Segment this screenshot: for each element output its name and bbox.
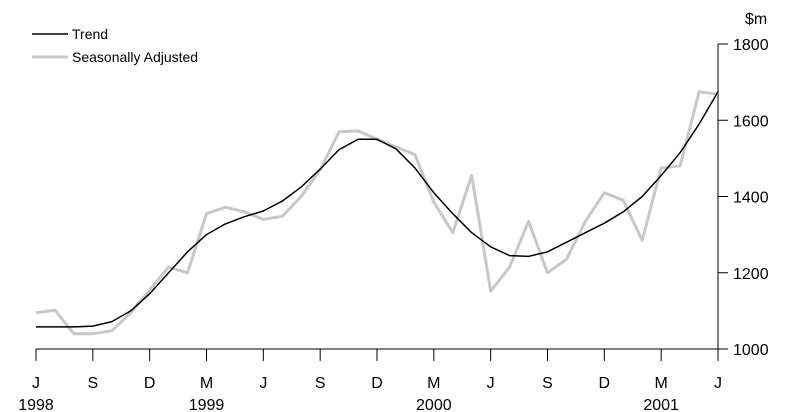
x-tick-label: M (427, 375, 440, 392)
legend-label-seasonally-adjusted: Seasonally Adjusted (72, 49, 198, 65)
x-tick-label: J (32, 375, 40, 392)
legend: Trend Seasonally Adjusted (32, 26, 198, 65)
x-tick-label: M (655, 375, 668, 392)
x-axis-ticks: J S D M J S D M J S D M J 1998 1999 2000 2001 (18, 349, 722, 412)
series-line-trend (36, 91, 719, 328)
y-tick-label: 1800 (733, 37, 769, 54)
x-tick-label: J (487, 375, 495, 392)
x-tick-label: D (144, 375, 156, 392)
y-tick-label: 1200 (733, 266, 769, 283)
y-axis-unit-label: $m (745, 11, 767, 28)
legend-label-trend: Trend (72, 26, 108, 42)
y-tick-label: 1600 (733, 113, 769, 130)
x-tick-label: S (542, 375, 553, 392)
y-tick-label: 1000 (733, 342, 769, 359)
series-line-seasonally-adjusted (35, 90, 719, 336)
x-year-label: 2001 (643, 397, 679, 412)
x-tick-label: S (87, 375, 98, 392)
x-year-label: 1999 (189, 397, 225, 412)
y-tick-label: 1400 (733, 190, 769, 207)
x-tick-label: D (371, 375, 383, 392)
x-tick-label: D (599, 375, 611, 392)
y-axis-ticks: 1800 1600 1400 1200 1000 (718, 37, 769, 359)
x-tick-label: J (259, 375, 267, 392)
x-tick-label: M (200, 375, 213, 392)
x-tick-label: J (714, 375, 722, 392)
x-year-label: 2000 (416, 397, 452, 412)
x-year-label: 1998 (18, 397, 54, 412)
x-tick-label: S (315, 375, 326, 392)
series-layer (35, 90, 719, 336)
